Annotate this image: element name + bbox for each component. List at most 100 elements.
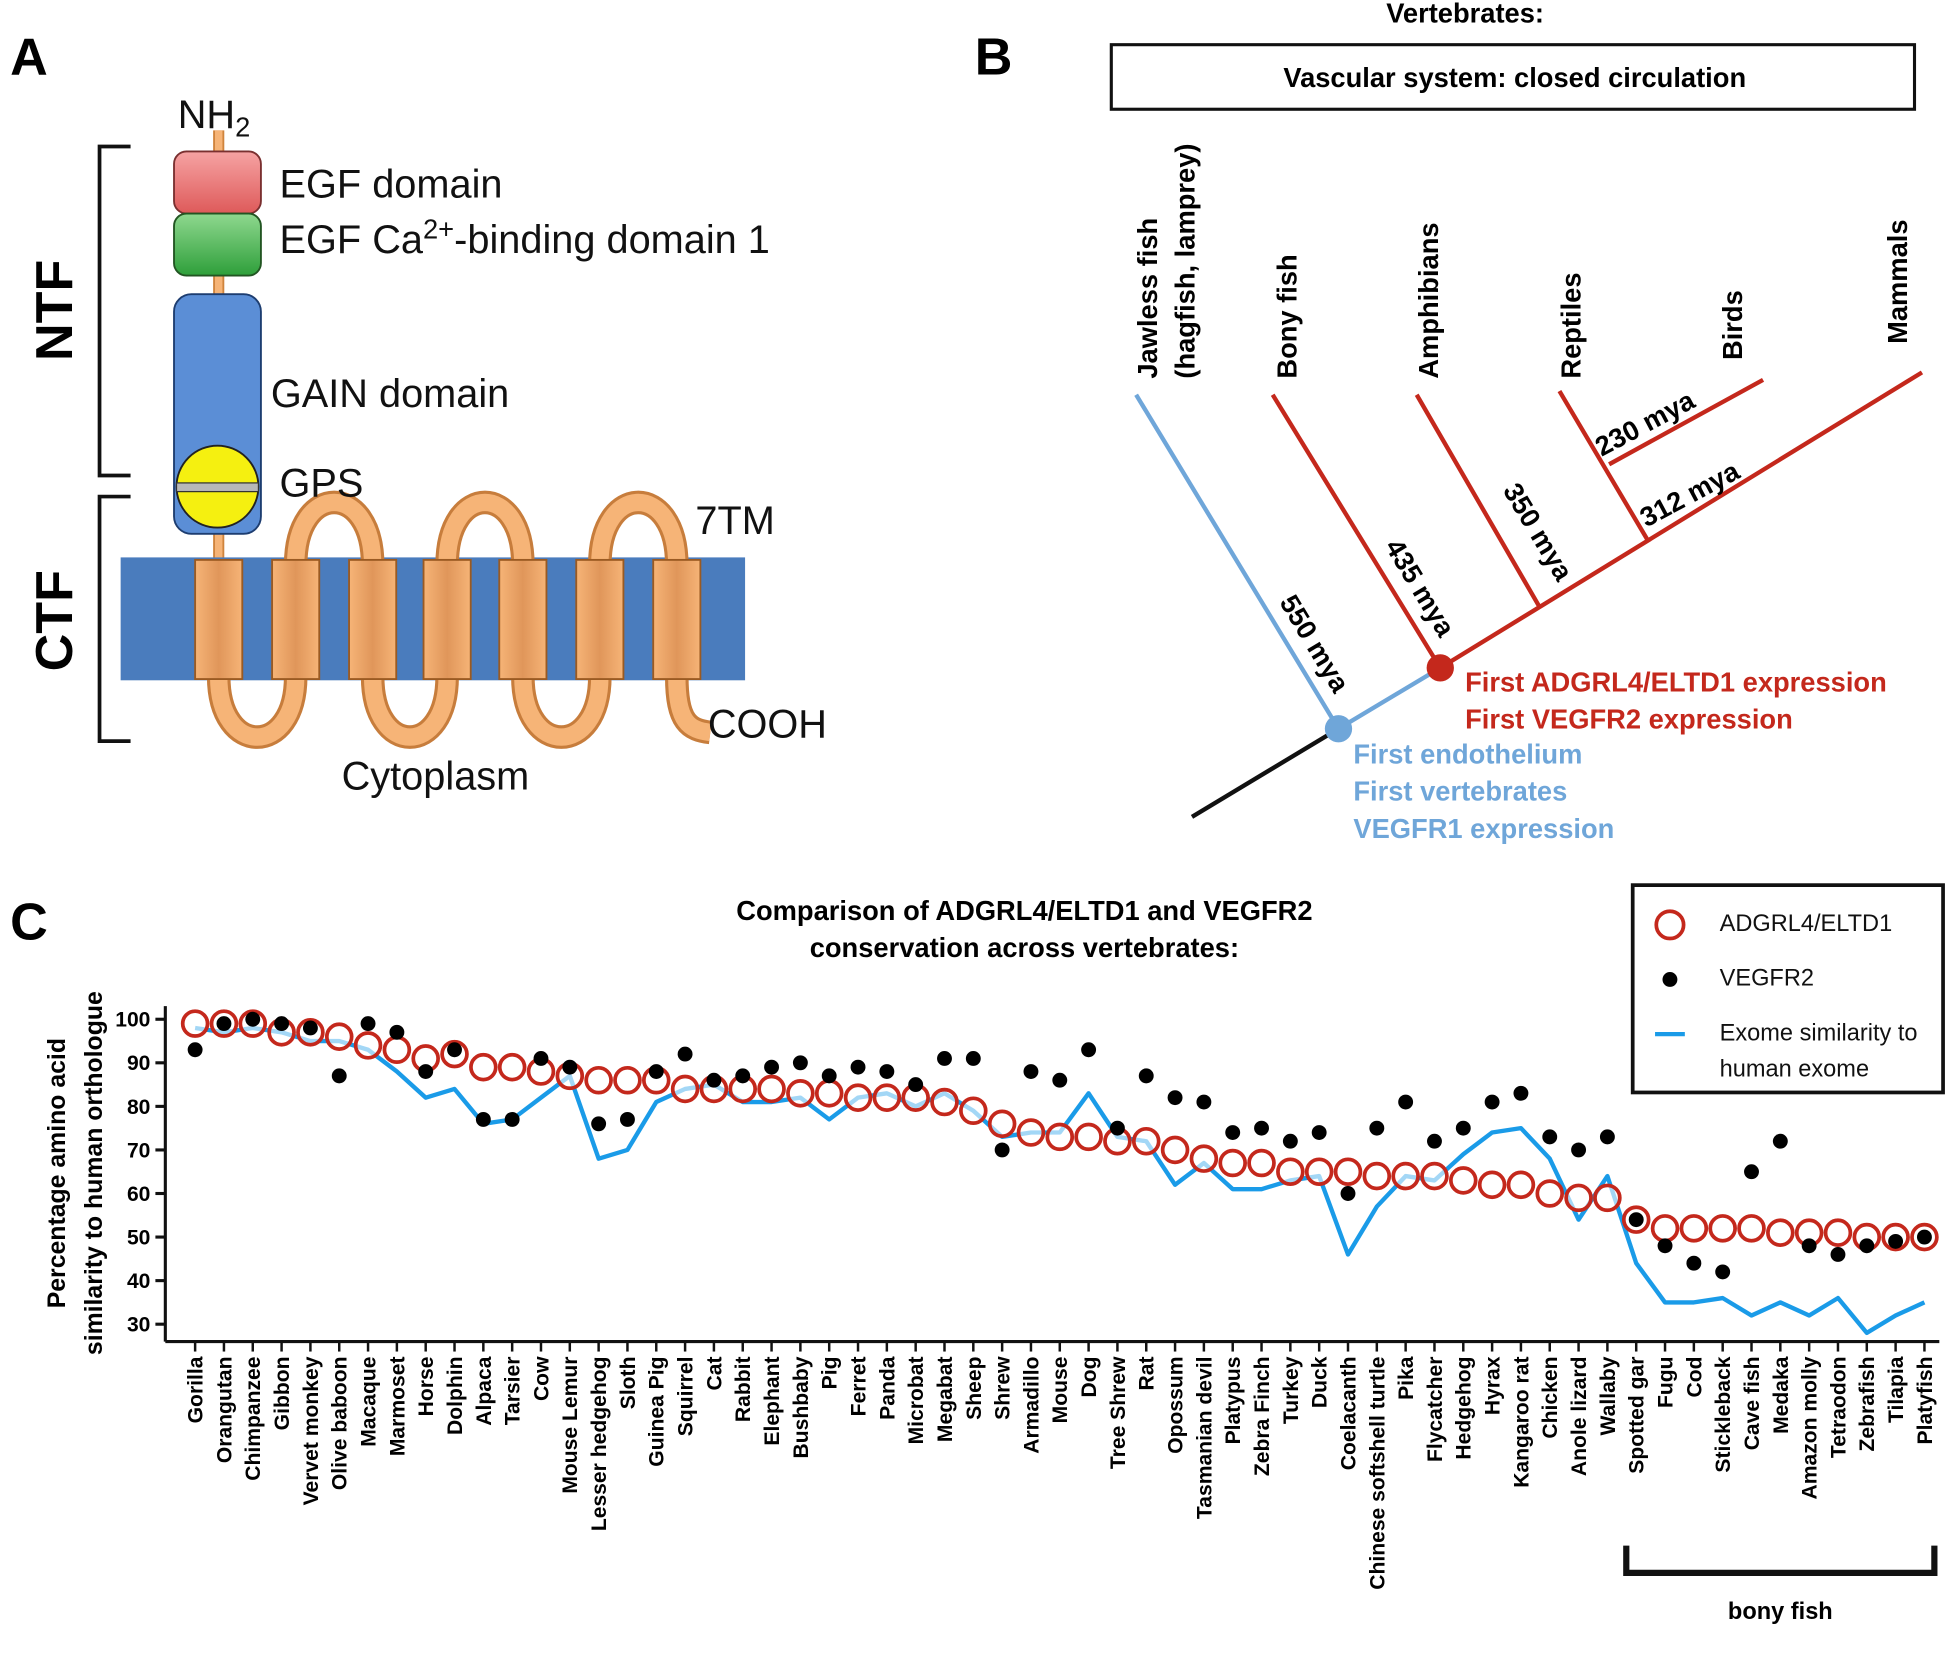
annotation: bony fish bbox=[1728, 1598, 1833, 1624]
data-point bbox=[274, 1016, 290, 1032]
x-tick-label: Dolphin bbox=[444, 1357, 467, 1436]
series-layer bbox=[187, 1011, 1932, 1280]
panel-label: C bbox=[10, 894, 48, 952]
data-point bbox=[821, 1068, 837, 1084]
data-point bbox=[930, 1087, 959, 1117]
x-tick-label: Guinea Pig bbox=[646, 1357, 669, 1467]
data-point bbox=[1160, 1135, 1190, 1165]
x-tick-label: Fugu bbox=[1654, 1357, 1677, 1409]
data-point bbox=[1023, 1064, 1039, 1079]
x-tick-label: Hedgehog bbox=[1453, 1357, 1476, 1460]
data-point bbox=[1254, 1120, 1269, 1136]
legend-entry: VEGFR2 bbox=[1719, 965, 1814, 992]
x-tick-label: Tasmanian devil bbox=[1193, 1357, 1216, 1520]
y-tick-label: 70 bbox=[127, 1139, 150, 1162]
data-point bbox=[792, 1055, 808, 1071]
x-tick-label: Zebrafish bbox=[1856, 1357, 1879, 1452]
data-point bbox=[1679, 1214, 1709, 1243]
x-tick-label: Medaka bbox=[1770, 1356, 1793, 1434]
data-point bbox=[1801, 1238, 1817, 1254]
blue-note: First endothelium bbox=[1353, 738, 1582, 769]
leaf-label: Birds bbox=[1717, 290, 1748, 360]
data-point bbox=[1420, 1161, 1449, 1191]
data-point bbox=[1362, 1161, 1392, 1191]
data-point bbox=[764, 1059, 780, 1075]
blue-note: VEGFR1 expression bbox=[1353, 813, 1614, 844]
data-point bbox=[389, 1024, 405, 1040]
data-point bbox=[908, 1077, 924, 1093]
y-tick-label: 50 bbox=[127, 1227, 150, 1250]
x-tick-label: Bushbaby bbox=[790, 1356, 813, 1458]
data-point bbox=[475, 1111, 491, 1127]
x-tick-label: Chimpanzee bbox=[242, 1356, 265, 1481]
gps-label: GPS bbox=[280, 462, 364, 506]
data-point bbox=[1628, 1212, 1644, 1228]
data-point bbox=[1074, 1122, 1103, 1152]
x-tick-label: Mouse Lemur bbox=[559, 1357, 582, 1494]
chart-title: Comparison of ADGRL4/ELTD1 and VEGFR2 bbox=[736, 895, 1312, 926]
data-point bbox=[1535, 1179, 1565, 1208]
data-point bbox=[1513, 1085, 1529, 1101]
data-point bbox=[1427, 1133, 1442, 1149]
data-point bbox=[1542, 1129, 1558, 1145]
data-point bbox=[1916, 1229, 1932, 1245]
data-point bbox=[533, 1051, 549, 1066]
data-point bbox=[353, 1031, 383, 1060]
cooh-label: COOH bbox=[708, 702, 827, 746]
data-point bbox=[706, 1072, 722, 1088]
data-point bbox=[324, 1022, 354, 1051]
data-point bbox=[1131, 1126, 1161, 1156]
legend-marker bbox=[1654, 909, 1686, 941]
data-point bbox=[879, 1064, 895, 1079]
data-point bbox=[1304, 1157, 1334, 1186]
x-tick-label: Pig bbox=[819, 1357, 842, 1390]
data-point bbox=[418, 1064, 434, 1079]
data-point bbox=[187, 1042, 203, 1058]
loops bbox=[210, 493, 712, 746]
leaf-label: Reptiles bbox=[1556, 272, 1587, 378]
x-tick-label: Wallaby bbox=[1597, 1356, 1620, 1435]
x-tick-label: Amazon molly bbox=[1799, 1356, 1822, 1499]
leaf-label: (hagfish, lamprey) bbox=[1169, 144, 1200, 379]
x-tick-label: Megabat bbox=[934, 1357, 957, 1443]
data-point bbox=[1276, 1157, 1305, 1186]
x-tick-label: Microbat bbox=[905, 1357, 928, 1445]
x-tick-label: Stickleback bbox=[1712, 1356, 1735, 1472]
x-tick-label: Tetraodon bbox=[1827, 1357, 1850, 1459]
data-point bbox=[1744, 1164, 1759, 1180]
data-point bbox=[620, 1111, 635, 1127]
ctf-label: CTF bbox=[26, 570, 84, 671]
data-point bbox=[1599, 1129, 1615, 1145]
x-tick-label: Armadillo bbox=[1020, 1356, 1043, 1453]
header-box-text: Vascular system: closed circulation bbox=[1283, 62, 1746, 93]
data-point bbox=[1340, 1186, 1356, 1201]
data-point bbox=[1045, 1122, 1075, 1152]
egf-domain bbox=[173, 150, 262, 215]
data-point bbox=[677, 1046, 693, 1062]
chart-title: conservation across vertebrates: bbox=[810, 932, 1239, 963]
x-tick-label: Opossum bbox=[1165, 1357, 1188, 1454]
x-tick-label: Pika bbox=[1395, 1356, 1418, 1400]
node-red bbox=[1426, 654, 1454, 682]
header-box bbox=[1109, 43, 1917, 111]
chart: Comparison of ADGRL4/ELTD1 and VEGFR2 con… bbox=[44, 883, 1945, 1624]
data-point bbox=[1686, 1255, 1702, 1271]
data-point bbox=[1830, 1247, 1846, 1262]
data-point bbox=[843, 1083, 873, 1112]
data-point bbox=[591, 1116, 607, 1132]
y-tick-label: 80 bbox=[127, 1096, 150, 1119]
x-tick-label: Squirrel bbox=[675, 1357, 698, 1437]
x-tick-label: Gibbon bbox=[271, 1357, 294, 1431]
data-point bbox=[1333, 1157, 1363, 1186]
data-point bbox=[497, 1052, 527, 1082]
data-point bbox=[1737, 1214, 1766, 1243]
data-point bbox=[1449, 1166, 1478, 1195]
y-tick-label: 30 bbox=[127, 1314, 150, 1337]
nh2-label: NH2 bbox=[178, 93, 251, 143]
legend-label: VEGFR2 bbox=[1719, 965, 1814, 992]
egf-ca-label: EGF Ca2+-binding domain 1 bbox=[280, 213, 770, 262]
x-tick-label: Horse bbox=[415, 1356, 438, 1416]
y-tick-label: 90 bbox=[127, 1052, 150, 1075]
x-tick-label: Spotted gar bbox=[1626, 1357, 1649, 1474]
x-tick-label: Olive baboon bbox=[329, 1357, 352, 1491]
